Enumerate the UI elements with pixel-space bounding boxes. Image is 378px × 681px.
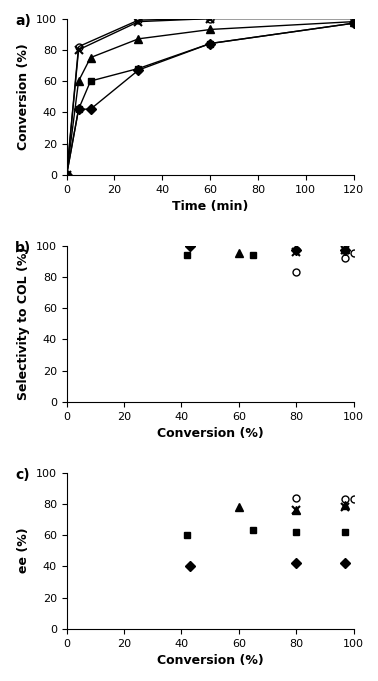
Text: a): a) [15,14,31,28]
X-axis label: Conversion (%): Conversion (%) [157,654,263,667]
X-axis label: Time (min): Time (min) [172,200,248,213]
Text: c): c) [15,468,29,482]
Y-axis label: ee (%): ee (%) [17,528,30,573]
Text: b): b) [15,241,31,255]
Y-axis label: Conversion (%): Conversion (%) [17,44,30,150]
X-axis label: Conversion (%): Conversion (%) [157,427,263,440]
Y-axis label: Selectivity to COL (%): Selectivity to COL (%) [17,247,30,400]
